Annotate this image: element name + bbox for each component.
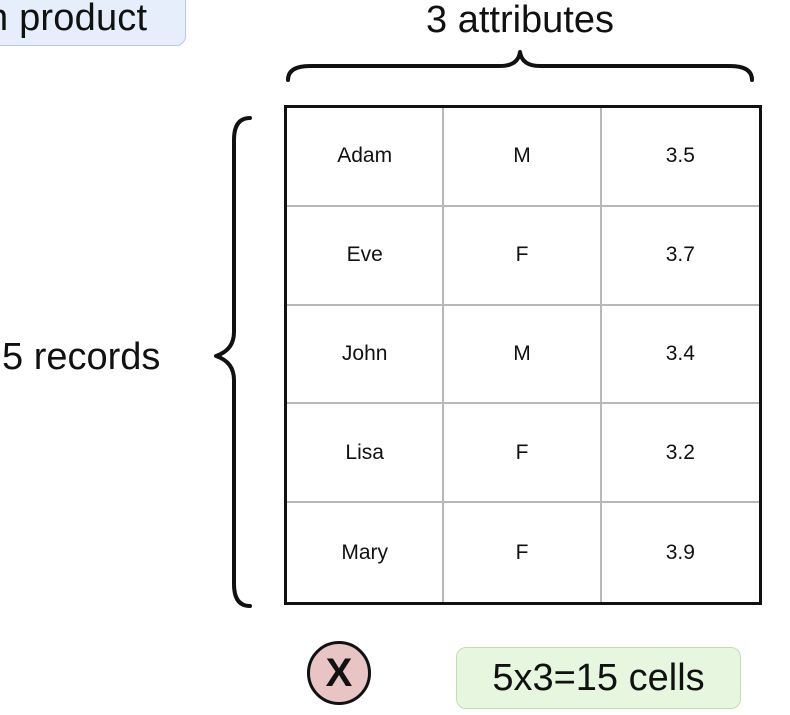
cell-gender: F (444, 404, 602, 504)
cell-gender: F (444, 206, 602, 306)
cell-name: John (287, 305, 445, 405)
cell-gender: M (444, 305, 602, 405)
top-tag-text: n product (0, 0, 148, 39)
cell-name: Eve (287, 206, 445, 306)
cell-score: 3.4 (601, 306, 759, 405)
cell-gender: M (444, 108, 602, 207)
cell-name: Mary (287, 503, 445, 602)
cell-score: 3.5 (601, 108, 759, 207)
attributes-label: 3 attributes (426, 0, 614, 41)
attributes-brace (286, 50, 754, 82)
result-tag: 5x3=15 cells (456, 647, 741, 709)
cell-score: 3.2 (601, 404, 759, 504)
cell-name: Lisa (287, 404, 445, 504)
cell-score: 3.9 (665, 540, 695, 564)
cell-score: 3.7 (601, 207, 759, 306)
top-tag: n product (0, 0, 186, 46)
multiply-icon: X (307, 641, 371, 705)
records-label: 5 records (2, 336, 161, 378)
records-brace (214, 116, 252, 608)
cell-gender: F (444, 503, 602, 602)
records-table: Adam M 3.5 Eve F 3.7 John M 3.4 Lisa F 3… (284, 105, 762, 605)
cell-name: Adam (287, 108, 445, 207)
